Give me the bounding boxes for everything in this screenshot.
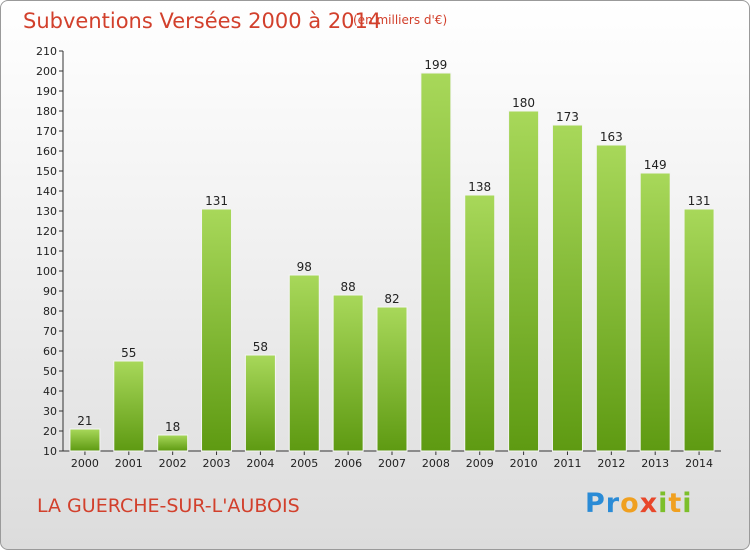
y-tick-label: 10 bbox=[43, 445, 57, 458]
y-tick-label: 110 bbox=[36, 245, 57, 258]
y-tick-label: 140 bbox=[36, 185, 57, 198]
x-tick-label-2010: 2010 bbox=[510, 457, 538, 470]
data-label-2002: 18 bbox=[165, 420, 180, 434]
x-tick-label-2008: 2008 bbox=[422, 457, 450, 470]
bar-2014 bbox=[683, 208, 715, 452]
x-tick-label-2006: 2006 bbox=[334, 457, 362, 470]
y-tick-label: 20 bbox=[43, 425, 57, 438]
data-label-2012: 163 bbox=[600, 130, 623, 144]
bar-2011 bbox=[551, 124, 583, 452]
x-tick-label-2004: 2004 bbox=[246, 457, 274, 470]
y-tick-label: 60 bbox=[43, 345, 57, 358]
y-tick-label: 40 bbox=[43, 385, 57, 398]
chart-axes: 10 20 30 40 50 60 70 80 90 100 110 120 130 140 150 160 1… bbox=[36, 45, 721, 458]
chart-bars bbox=[69, 72, 715, 452]
y-tick-label: 180 bbox=[36, 105, 57, 118]
x-tick-label-2014: 2014 bbox=[685, 457, 713, 470]
x-tick-label-2005: 2005 bbox=[290, 457, 318, 470]
x-tick-label-2007: 2007 bbox=[378, 457, 406, 470]
y-tick-label: 150 bbox=[36, 165, 57, 178]
chart-labels: 21 2000 55 2001 18 2002 131 2003 58 2004 98 2005 88 2… bbox=[71, 58, 713, 470]
chart-title: Subventions Versées 2000 à 2014 bbox=[23, 9, 382, 33]
y-tick-label: 120 bbox=[36, 225, 57, 238]
commune-name: LA GUERCHE-SUR-L'AUBOIS bbox=[37, 495, 300, 517]
y-tick-label: 70 bbox=[43, 325, 57, 338]
data-label-2008: 199 bbox=[424, 58, 447, 72]
y-tick-label: 210 bbox=[36, 45, 57, 58]
x-tick-label-2011: 2011 bbox=[553, 457, 581, 470]
y-tick-label: 30 bbox=[43, 405, 57, 418]
bar-2010 bbox=[508, 110, 540, 452]
bar-2003 bbox=[201, 208, 233, 452]
chart-subtitle: (en milliers d'€) bbox=[353, 13, 448, 27]
data-label-2014: 131 bbox=[688, 194, 711, 208]
bar-2005 bbox=[288, 274, 320, 452]
data-label-2004: 58 bbox=[253, 340, 268, 354]
y-tick-label: 80 bbox=[43, 305, 57, 318]
bar-2006 bbox=[332, 294, 364, 452]
proxiti-logo: Proxiti bbox=[585, 488, 693, 519]
bar-2012 bbox=[595, 144, 627, 452]
y-tick-label: 200 bbox=[36, 65, 57, 78]
y-tick-label: 130 bbox=[36, 205, 57, 218]
x-tick-label-2009: 2009 bbox=[466, 457, 494, 470]
x-tick-label-2013: 2013 bbox=[641, 457, 669, 470]
data-label-2009: 138 bbox=[468, 180, 491, 194]
y-tick-label: 100 bbox=[36, 265, 57, 278]
y-tick-label: 50 bbox=[43, 365, 57, 378]
bar-2007 bbox=[376, 306, 408, 452]
bar-2009 bbox=[464, 194, 496, 452]
data-label-2000: 21 bbox=[77, 414, 92, 428]
y-tick-label: 90 bbox=[43, 285, 57, 298]
data-label-2003: 131 bbox=[205, 194, 228, 208]
x-tick-label-2001: 2001 bbox=[115, 457, 143, 470]
x-tick-label-2002: 2002 bbox=[159, 457, 187, 470]
data-label-2005: 98 bbox=[297, 260, 312, 274]
bar-2008 bbox=[420, 72, 452, 452]
x-tick-label-2003: 2003 bbox=[203, 457, 231, 470]
bar-2001 bbox=[113, 360, 145, 452]
data-label-2006: 88 bbox=[340, 280, 355, 294]
data-label-2001: 55 bbox=[121, 346, 136, 360]
x-tick-label-2000: 2000 bbox=[71, 457, 99, 470]
data-label-2013: 149 bbox=[644, 158, 667, 172]
x-tick-label-2012: 2012 bbox=[597, 457, 625, 470]
bar-2002 bbox=[157, 434, 189, 452]
data-label-2010: 180 bbox=[512, 96, 535, 110]
y-tick-label: 170 bbox=[36, 125, 57, 138]
y-tick-label: 160 bbox=[36, 145, 57, 158]
bar-2013 bbox=[639, 172, 671, 452]
bar-2000 bbox=[69, 428, 101, 452]
y-tick-label: 190 bbox=[36, 85, 57, 98]
bar-2004 bbox=[244, 354, 276, 452]
data-label-2011: 173 bbox=[556, 110, 579, 124]
data-label-2007: 82 bbox=[384, 292, 399, 306]
